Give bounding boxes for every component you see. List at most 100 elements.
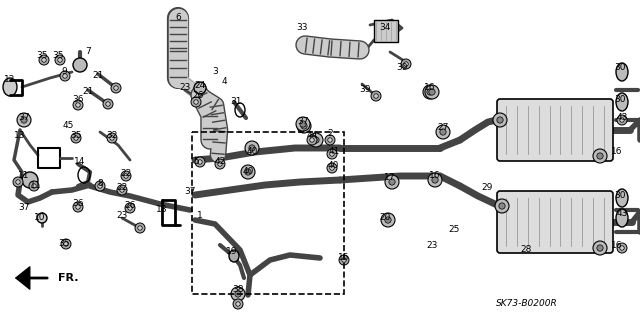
Circle shape xyxy=(371,91,381,101)
Circle shape xyxy=(21,117,27,123)
Text: 32: 32 xyxy=(106,131,118,140)
Text: 36: 36 xyxy=(72,95,84,105)
Text: 22: 22 xyxy=(116,183,127,192)
Text: 38: 38 xyxy=(232,286,244,294)
Circle shape xyxy=(111,83,121,93)
Circle shape xyxy=(307,135,317,145)
Text: 11: 11 xyxy=(19,172,29,181)
Circle shape xyxy=(427,89,433,95)
Text: 42: 42 xyxy=(214,158,226,167)
Circle shape xyxy=(106,102,110,106)
Circle shape xyxy=(296,117,310,131)
Circle shape xyxy=(76,205,80,209)
Text: 21: 21 xyxy=(92,71,104,80)
Circle shape xyxy=(374,94,378,98)
Circle shape xyxy=(297,119,311,133)
Text: 26: 26 xyxy=(124,202,136,211)
Text: 40: 40 xyxy=(327,161,339,170)
Circle shape xyxy=(245,169,251,175)
Text: 35: 35 xyxy=(70,131,82,140)
Text: 20: 20 xyxy=(380,213,390,222)
FancyBboxPatch shape xyxy=(497,191,613,253)
Circle shape xyxy=(241,165,255,179)
Text: 24: 24 xyxy=(195,81,205,91)
Ellipse shape xyxy=(616,209,628,227)
Text: 18: 18 xyxy=(156,205,168,214)
Circle shape xyxy=(39,55,49,65)
Circle shape xyxy=(617,115,627,125)
Text: 4: 4 xyxy=(221,78,227,86)
Circle shape xyxy=(61,239,71,249)
Circle shape xyxy=(499,203,505,209)
Text: 19: 19 xyxy=(227,248,237,256)
Text: 37: 37 xyxy=(184,188,196,197)
Circle shape xyxy=(597,245,603,251)
Circle shape xyxy=(597,153,603,159)
Circle shape xyxy=(300,121,306,127)
Text: 1: 1 xyxy=(197,211,203,220)
Circle shape xyxy=(109,136,115,140)
Text: 14: 14 xyxy=(74,158,86,167)
Circle shape xyxy=(215,159,225,169)
Circle shape xyxy=(310,138,314,142)
Circle shape xyxy=(593,241,607,255)
Text: 28: 28 xyxy=(520,246,532,255)
Text: 35: 35 xyxy=(52,51,64,61)
Ellipse shape xyxy=(37,213,47,223)
Circle shape xyxy=(16,180,20,184)
Text: 30: 30 xyxy=(614,63,626,72)
Circle shape xyxy=(342,258,346,262)
Text: 6: 6 xyxy=(175,13,181,23)
Circle shape xyxy=(493,113,507,127)
Text: 5: 5 xyxy=(193,158,199,167)
Circle shape xyxy=(330,152,334,156)
Circle shape xyxy=(95,181,105,191)
Circle shape xyxy=(60,71,70,81)
Circle shape xyxy=(117,185,127,195)
Circle shape xyxy=(138,226,142,230)
Circle shape xyxy=(135,223,145,233)
Ellipse shape xyxy=(616,63,628,81)
Circle shape xyxy=(309,133,323,147)
Text: 27: 27 xyxy=(437,123,449,132)
Circle shape xyxy=(235,291,241,297)
Circle shape xyxy=(301,123,307,129)
Ellipse shape xyxy=(616,189,628,207)
Circle shape xyxy=(432,177,438,183)
Circle shape xyxy=(404,62,408,66)
Text: 35: 35 xyxy=(36,51,48,61)
Ellipse shape xyxy=(73,58,87,72)
Text: 39: 39 xyxy=(359,85,371,94)
Text: 15: 15 xyxy=(339,254,349,263)
Circle shape xyxy=(55,55,65,65)
Circle shape xyxy=(195,157,205,167)
Text: SK73-B0200R: SK73-B0200R xyxy=(496,300,558,308)
Circle shape xyxy=(385,217,391,223)
Text: 41: 41 xyxy=(328,147,340,157)
Text: 2: 2 xyxy=(327,130,333,138)
Text: 16: 16 xyxy=(611,147,623,157)
Circle shape xyxy=(620,118,624,122)
Circle shape xyxy=(328,138,332,142)
Circle shape xyxy=(73,202,83,212)
Circle shape xyxy=(218,162,222,166)
Text: 37: 37 xyxy=(19,114,29,122)
Text: 23: 23 xyxy=(116,211,128,220)
Text: 8: 8 xyxy=(97,180,103,189)
Circle shape xyxy=(58,58,62,62)
Circle shape xyxy=(620,246,624,250)
Text: 26: 26 xyxy=(192,92,204,100)
Text: 13: 13 xyxy=(14,131,26,140)
Circle shape xyxy=(401,59,411,69)
Circle shape xyxy=(497,117,503,123)
Text: 12: 12 xyxy=(4,76,16,85)
Circle shape xyxy=(330,166,334,170)
Circle shape xyxy=(191,97,201,107)
Ellipse shape xyxy=(22,172,38,188)
Circle shape xyxy=(325,135,335,145)
Text: 36: 36 xyxy=(72,199,84,209)
Circle shape xyxy=(440,129,446,135)
Text: 23: 23 xyxy=(426,241,438,250)
Circle shape xyxy=(71,133,81,143)
Text: 35: 35 xyxy=(58,240,70,249)
